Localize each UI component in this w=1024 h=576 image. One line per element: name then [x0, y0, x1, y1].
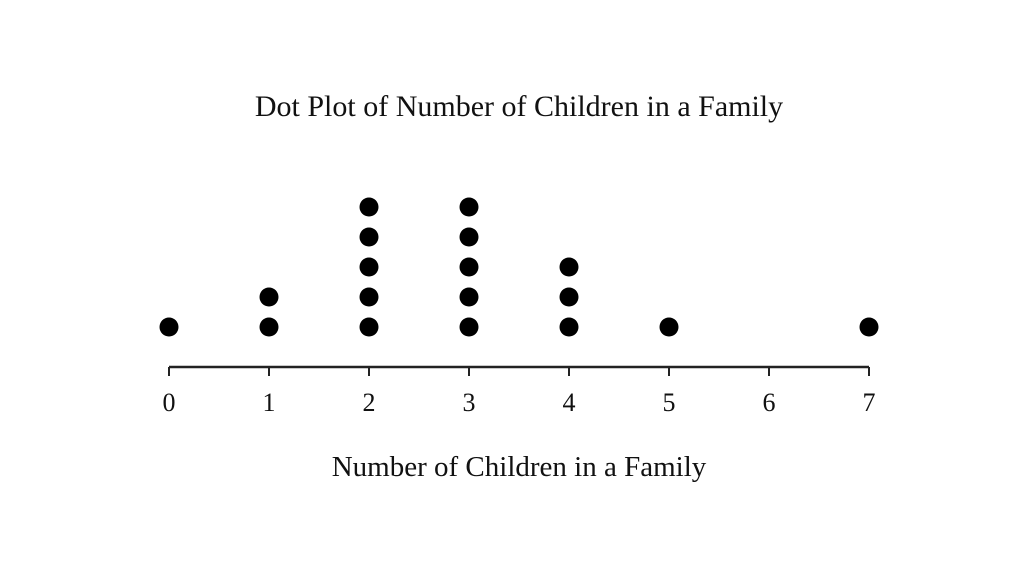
- chart-title: Dot Plot of Number of Children in a Fami…: [255, 90, 783, 123]
- x-tick-label: 0: [163, 388, 176, 417]
- x-tick-label: 1: [263, 388, 276, 417]
- x-tick-label: 3: [463, 388, 476, 417]
- data-dot: [559, 257, 579, 277]
- data-dot: [359, 287, 379, 307]
- data-dot: [459, 287, 479, 307]
- data-dot: [359, 197, 379, 217]
- x-axis-label: Number of Children in a Family: [332, 451, 707, 483]
- data-dot: [359, 317, 379, 337]
- data-dot: [459, 197, 479, 217]
- x-tick-label: 5: [663, 388, 676, 417]
- data-dot: [459, 317, 479, 337]
- data-dot: [459, 257, 479, 277]
- data-dot: [259, 317, 279, 337]
- dots-layer: [159, 197, 879, 337]
- data-dot: [359, 227, 379, 247]
- data-dot: [459, 227, 479, 247]
- data-dot: [159, 317, 179, 337]
- x-tick-label: 6: [763, 388, 776, 417]
- x-tick-label: 2: [363, 388, 376, 417]
- data-dot: [859, 317, 879, 337]
- x-tick-label: 4: [563, 388, 576, 417]
- data-dot: [559, 317, 579, 337]
- data-dot: [559, 287, 579, 307]
- x-axis-ticks: 0 1 2 3 4 5 6 7: [163, 367, 876, 417]
- x-tick-label: 7: [863, 388, 876, 417]
- data-dot: [659, 317, 679, 337]
- data-dot: [359, 257, 379, 277]
- data-dot: [259, 287, 279, 307]
